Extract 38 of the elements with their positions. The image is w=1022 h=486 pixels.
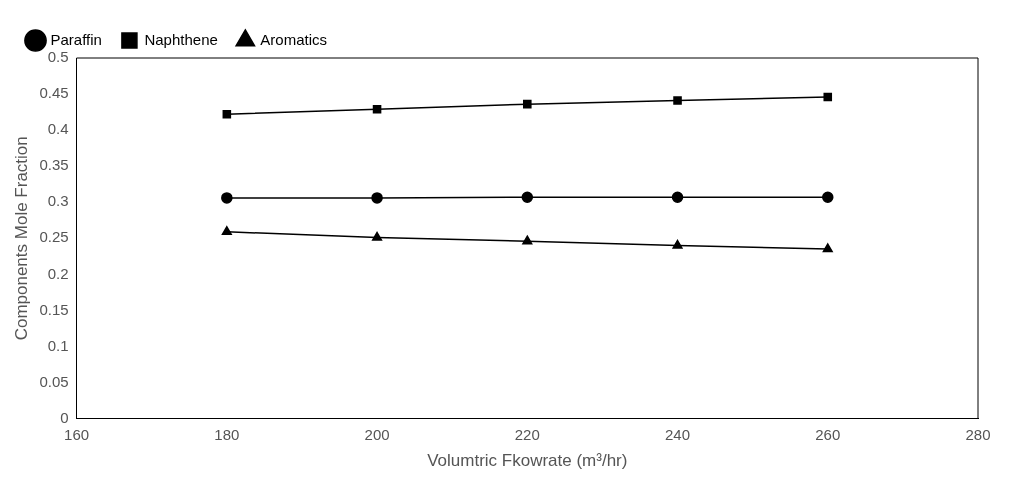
point [523, 99, 532, 109]
x-tick-label: 220 [514, 425, 540, 443]
y-tick-label: 0.2 [47, 264, 69, 282]
y-tick-label: 0.15 [39, 300, 69, 318]
y-tick-label: 0.3 [47, 192, 69, 210]
x-tick-label: 180 [214, 425, 240, 443]
x-tick-label: 260 [815, 425, 841, 443]
point [671, 191, 684, 203]
x-tick-label: 240 [665, 425, 691, 443]
point [371, 231, 383, 241]
point [521, 191, 534, 203]
point [522, 235, 533, 245]
legend-label: Naphthene [144, 30, 218, 48]
y-tick-label: 0.1 [47, 336, 69, 354]
x-tick-label: 280 [965, 425, 991, 443]
y-tick-label: 0 [60, 408, 69, 426]
point [822, 243, 833, 253]
point [673, 96, 682, 105]
x-tick-label: 200 [364, 425, 390, 443]
point [221, 192, 233, 204]
legend-label: Aromatics [260, 30, 328, 48]
y-tick-label: 0.05 [39, 372, 69, 390]
point [222, 109, 232, 119]
y-tick-label: 0.25 [39, 228, 69, 246]
legend-label: Paraffin [50, 30, 102, 48]
x-axis-title: Volumtric Fkowrate (m³/hr) [427, 451, 628, 471]
y-tick-label: 0.35 [39, 156, 69, 174]
point [672, 239, 683, 249]
y-tick-label: 0.45 [39, 84, 69, 102]
point [823, 92, 833, 102]
y-axis-title: Components Mole Fraction [11, 136, 31, 341]
x-tick-label: 160 [64, 425, 90, 443]
point [371, 192, 383, 204]
point [372, 104, 382, 114]
point [221, 226, 232, 236]
y-tick-label: 0.5 [47, 48, 69, 66]
y-tick-label: 0.4 [47, 120, 69, 138]
point [822, 191, 834, 203]
